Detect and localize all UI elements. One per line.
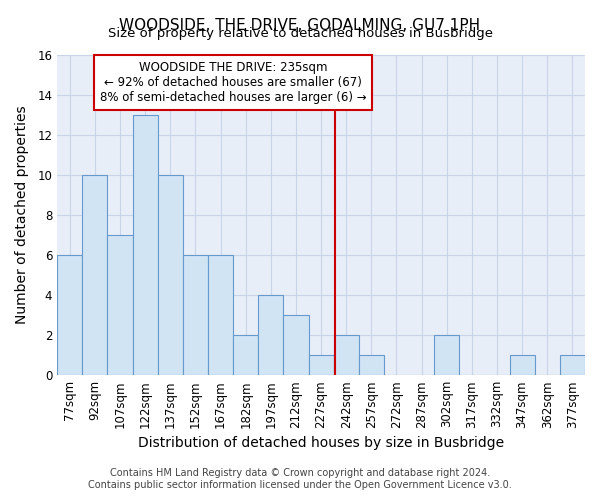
Text: WOODSIDE THE DRIVE: 235sqm
← 92% of detached houses are smaller (67)
8% of semi-: WOODSIDE THE DRIVE: 235sqm ← 92% of deta… bbox=[100, 61, 367, 104]
Bar bbox=[434, 335, 460, 375]
X-axis label: Distribution of detached houses by size in Busbridge: Distribution of detached houses by size … bbox=[138, 436, 504, 450]
Bar bbox=[107, 235, 133, 375]
Text: Size of property relative to detached houses in Busbridge: Size of property relative to detached ho… bbox=[107, 28, 493, 40]
Bar bbox=[308, 355, 334, 375]
Text: Contains HM Land Registry data © Crown copyright and database right 2024.
Contai: Contains HM Land Registry data © Crown c… bbox=[88, 468, 512, 490]
Bar bbox=[509, 355, 535, 375]
Y-axis label: Number of detached properties: Number of detached properties bbox=[15, 106, 29, 324]
Bar bbox=[158, 175, 183, 375]
Bar bbox=[57, 255, 82, 375]
Bar bbox=[359, 355, 384, 375]
Bar bbox=[233, 335, 258, 375]
Bar bbox=[82, 175, 107, 375]
Bar bbox=[133, 115, 158, 375]
Bar bbox=[258, 295, 283, 375]
Bar bbox=[208, 255, 233, 375]
Bar bbox=[183, 255, 208, 375]
Bar bbox=[334, 335, 359, 375]
Bar bbox=[560, 355, 585, 375]
Bar bbox=[283, 315, 308, 375]
Text: WOODSIDE, THE DRIVE, GODALMING, GU7 1PH: WOODSIDE, THE DRIVE, GODALMING, GU7 1PH bbox=[119, 18, 481, 32]
